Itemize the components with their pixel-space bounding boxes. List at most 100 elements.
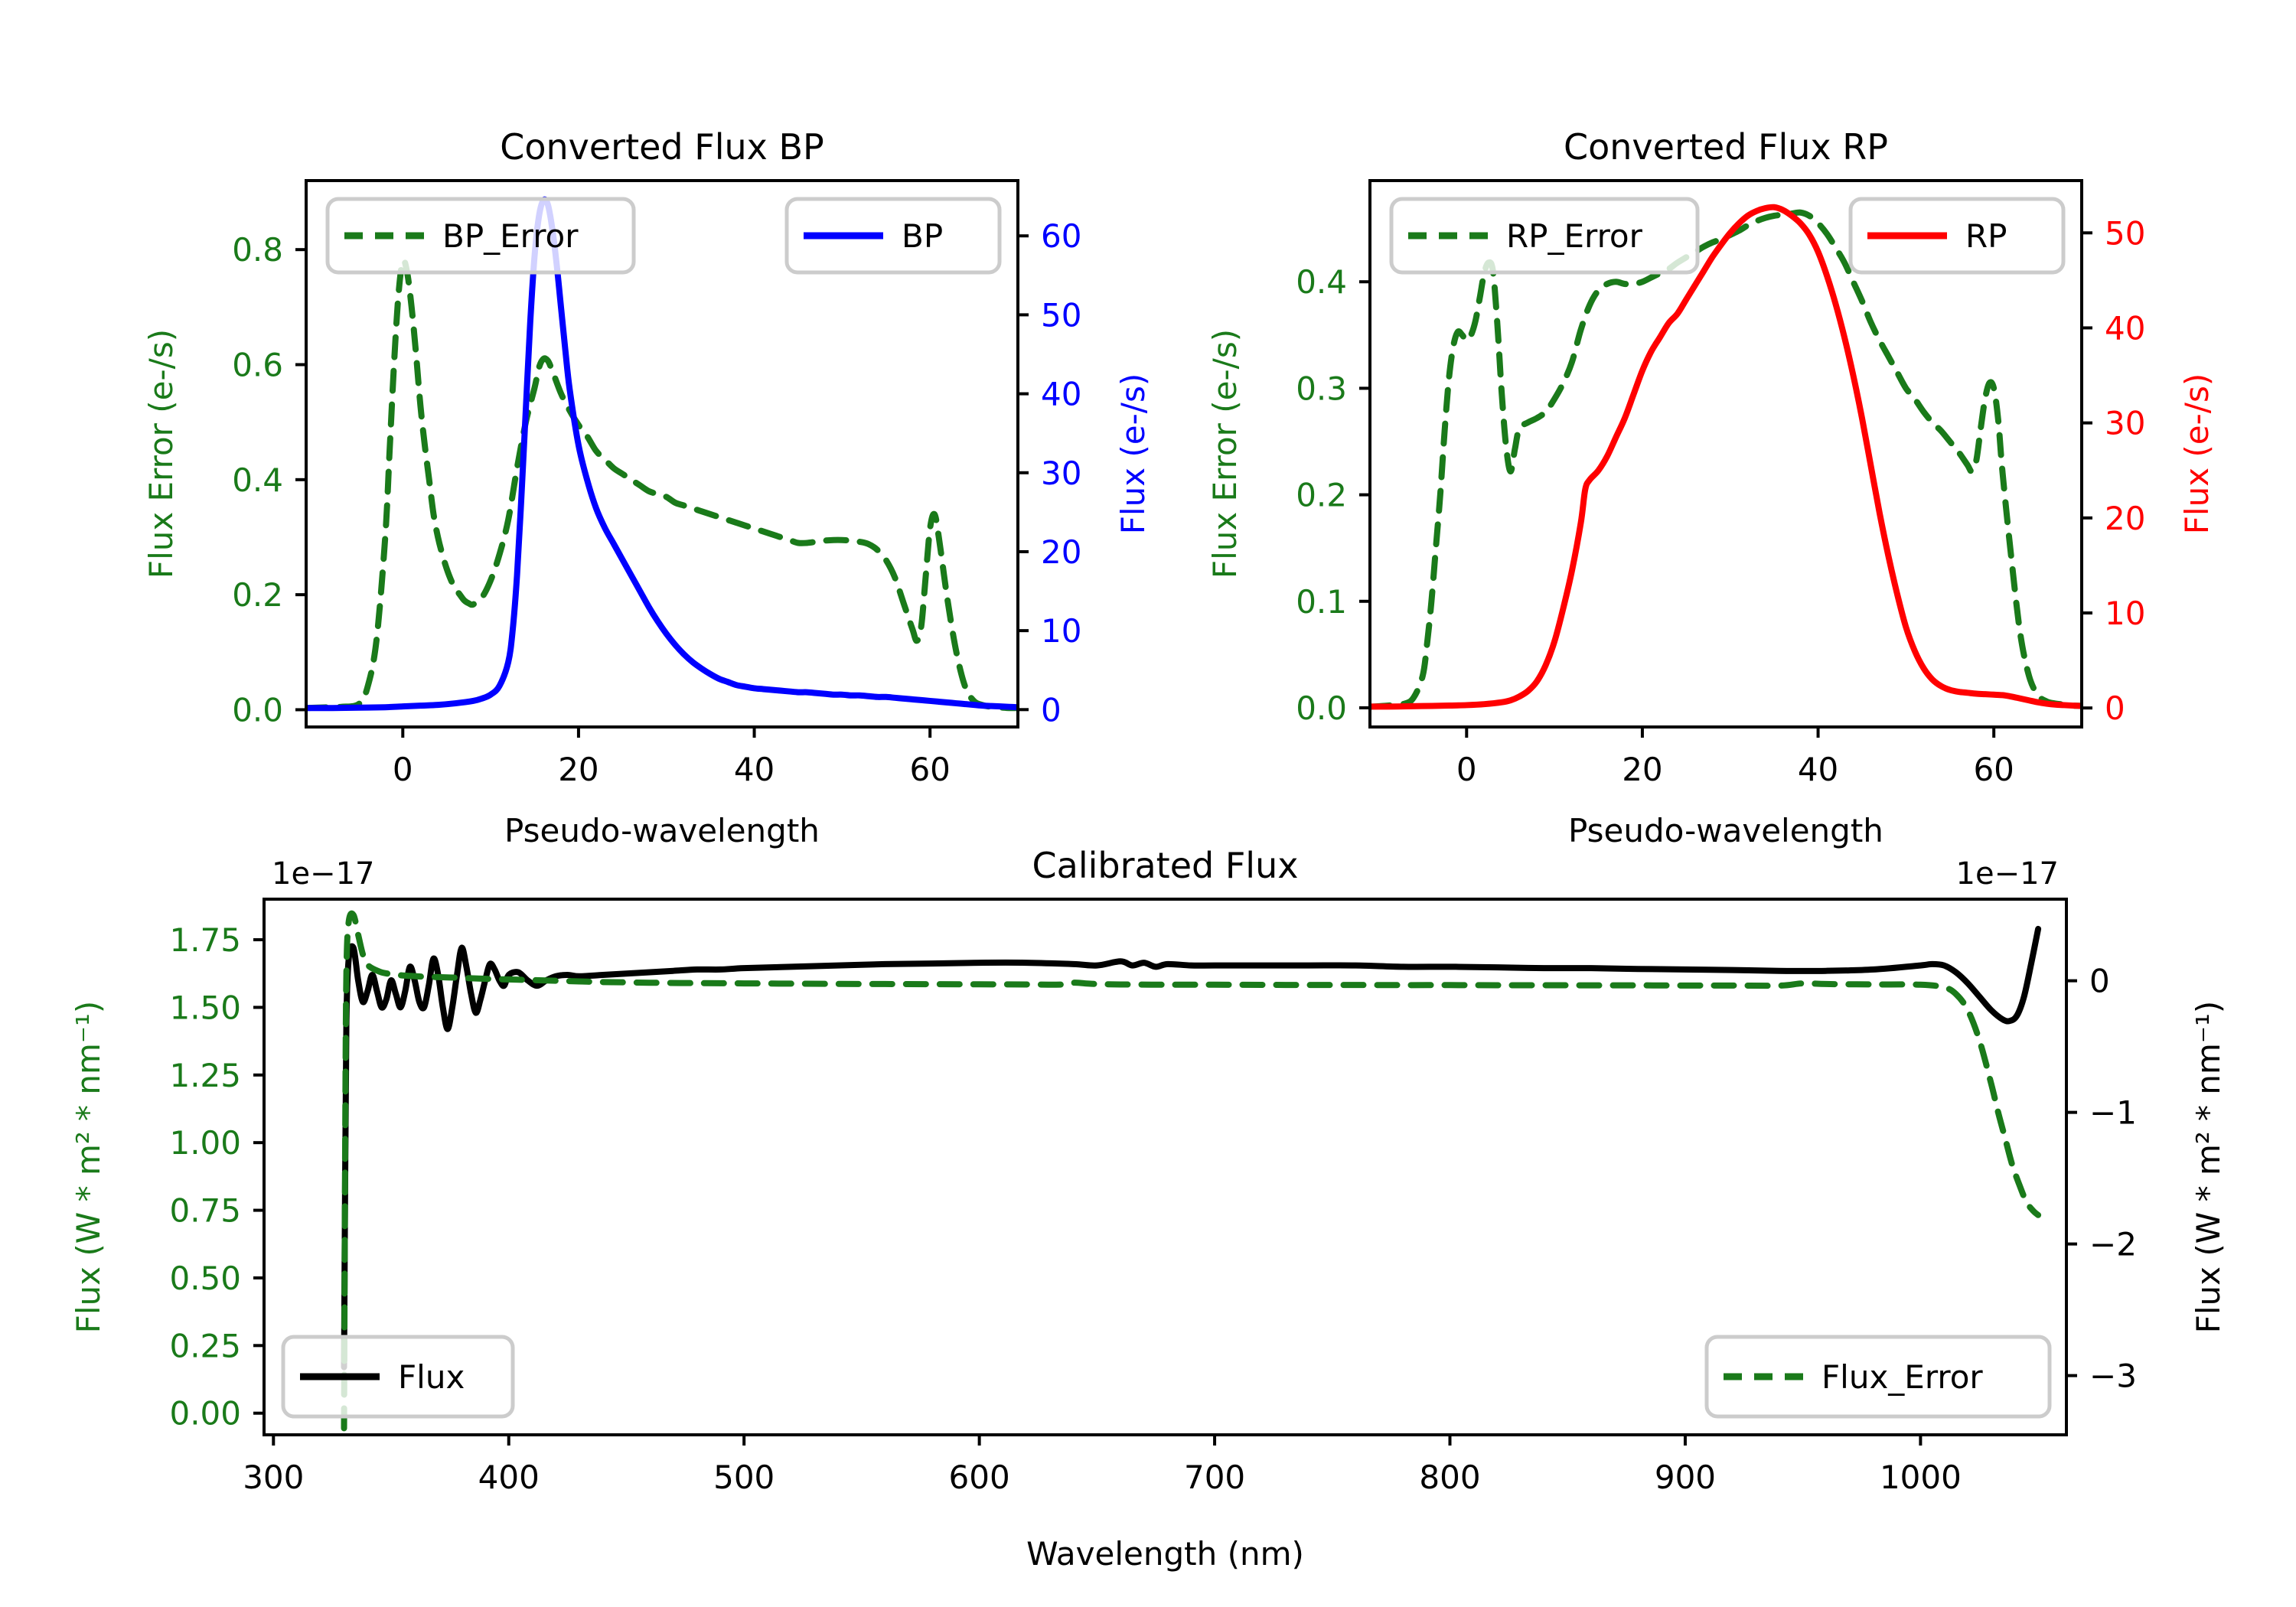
svg-text:0.2: 0.2 [232, 576, 283, 614]
y-offset-right-calibrated: 1e−17 [1956, 856, 2059, 892]
legend-bp-error[interactable]: BP_Error [325, 197, 636, 275]
svg-text:0.25: 0.25 [169, 1327, 241, 1364]
svg-text:0.2: 0.2 [1296, 477, 1347, 514]
svg-text:40: 40 [2105, 309, 2145, 347]
svg-text:600: 600 [949, 1459, 1010, 1496]
y-axis-left-label-calibrated: Flux (W * m² * nm⁻¹) [70, 1001, 107, 1334]
svg-text:0: 0 [2105, 689, 2125, 727]
svg-text:900: 900 [1655, 1459, 1716, 1496]
svg-text:Converted Flux RP: Converted Flux RP [1564, 126, 1888, 168]
x-axis-calibrated: 300 400 500 600 700 800 900 1000 Wavelength (nm) [243, 1435, 1962, 1573]
svg-text:40: 40 [734, 751, 775, 788]
svg-text:700: 700 [1184, 1459, 1245, 1496]
series-rp_error [1370, 209, 2082, 710]
series-bp_error [306, 257, 1018, 712]
svg-text:20: 20 [1041, 533, 1081, 571]
svg-text:−2: −2 [2089, 1226, 2137, 1263]
svg-text:500: 500 [713, 1459, 775, 1496]
line-bp_error [306, 257, 1018, 712]
legend-rp-error[interactable]: RP_Error [1389, 197, 1700, 275]
x-axis-label-bp: Pseudo-wavelength [504, 812, 820, 849]
svg-text:20: 20 [558, 751, 598, 788]
y-axis-left-bp: 0.0 0.2 0.4 0.6 0.8 Flux Error (e-/s) [142, 231, 306, 729]
legend-bp[interactable]: BP [784, 197, 1002, 275]
x-axis-bp: 0 20 40 60 Pseudo-wavelength [393, 727, 951, 849]
svg-text:60: 60 [1973, 751, 2014, 788]
svg-text:0.8: 0.8 [232, 231, 283, 269]
svg-text:800: 800 [1419, 1459, 1480, 1496]
y-axis-right-label-rp: Flux (e-/s) [2178, 373, 2216, 534]
legend-box-flux [281, 1335, 515, 1419]
svg-text:300: 300 [243, 1459, 304, 1496]
plot-frame-calibrated [263, 898, 2068, 1436]
y-axis-right-bp: 0 10 20 30 40 50 60 Flux (e-/s) [1018, 217, 1152, 729]
line-rp_error [1370, 209, 2082, 710]
svg-text:−3: −3 [2089, 1358, 2137, 1395]
panel-rp: Converted Flux RP 0 20 40 60 Pseudo-wavelengt… [1206, 126, 2216, 849]
plot-frame-rp [1368, 179, 2083, 729]
svg-text:0.50: 0.50 [169, 1260, 241, 1297]
svg-text:0.4: 0.4 [232, 461, 283, 499]
y-axis-right-label-bp: Flux (e-/s) [1114, 373, 1152, 534]
svg-text:1000: 1000 [1880, 1459, 1962, 1496]
y-axis-left-label-bp: Flux Error (e-/s) [142, 329, 180, 579]
svg-text:0: 0 [1456, 751, 1477, 788]
panel-bp: Converted Flux BP 0 20 40 60 Pseudo-wavelengt… [142, 126, 1152, 849]
svg-text:10: 10 [1041, 612, 1081, 650]
svg-text:0: 0 [2089, 963, 2110, 1000]
x-axis-label-rp: Pseudo-wavelength [1568, 812, 1883, 849]
line-bp [306, 196, 1018, 712]
svg-text:1.00: 1.00 [169, 1124, 241, 1162]
y-axis-left-calibrated: 0.00 0.25 0.50 0.75 1.00 1.25 1.50 1.75 Flux (W … [70, 921, 264, 1433]
svg-text:1.75: 1.75 [169, 921, 241, 959]
svg-text:10: 10 [2105, 595, 2145, 632]
y-axis-right-calibrated: 0 −1 −2 −3 Flux (W * m² * nm⁻¹) [2066, 963, 2227, 1395]
svg-text:60: 60 [909, 751, 950, 788]
svg-text:40: 40 [1041, 376, 1081, 413]
x-axis-rp: 0 20 40 60 Pseudo-wavelength [1456, 727, 2014, 849]
svg-text:20: 20 [2105, 500, 2145, 537]
panel-calibrated: Calibrated Flux 300 400 500 600 700 800 900 1000… [70, 845, 2227, 1573]
x-axis-label-calibrated: Wavelength (nm) [1026, 1535, 1304, 1573]
legend-label-bp-error: BP_Error [442, 217, 579, 255]
svg-text:400: 400 [478, 1459, 540, 1496]
svg-text:0.00: 0.00 [169, 1395, 241, 1433]
legend-label-rp-error: RP_Error [1506, 217, 1643, 255]
svg-text:0.3: 0.3 [1296, 370, 1347, 407]
series-bp [306, 196, 1018, 712]
svg-text:0.4: 0.4 [1296, 263, 1347, 301]
svg-text:20: 20 [1622, 751, 1662, 788]
svg-text:40: 40 [1798, 751, 1838, 788]
svg-text:Converted Flux BP: Converted Flux BP [500, 126, 824, 168]
legend-label-flux: Flux [398, 1358, 465, 1396]
legend-box-rp [1848, 197, 2066, 275]
svg-text:30: 30 [1041, 455, 1081, 492]
legend-rp[interactable]: RP [1848, 197, 2066, 275]
line-flux [341, 925, 2042, 1371]
series-rp [1370, 204, 2082, 710]
svg-text:0.75: 0.75 [169, 1192, 241, 1230]
y-axis-left-label-rp: Flux Error (e-/s) [1206, 329, 1244, 579]
series-flux [341, 925, 2042, 1371]
legend-box-rp-error [1389, 197, 1700, 275]
legend-label-rp: RP [1965, 217, 2007, 255]
legend-flux[interactable]: Flux [281, 1335, 515, 1419]
svg-text:Calibrated Flux: Calibrated Flux [1032, 845, 1299, 886]
svg-text:0.0: 0.0 [1296, 689, 1347, 727]
svg-text:1.25: 1.25 [169, 1057, 241, 1094]
svg-text:60: 60 [1041, 217, 1081, 255]
y-offset-left-calibrated: 1e−17 [272, 856, 374, 892]
plot-frame-bp [305, 179, 1019, 729]
y-axis-right-label-calibrated: Flux (W * m² * nm⁻¹) [2190, 1001, 2227, 1334]
y-axis-left-rp: 0.0 0.1 0.2 0.3 0.4 Flux Error (e-/s) [1206, 263, 1370, 727]
svg-text:−1: −1 [2089, 1094, 2137, 1132]
svg-text:50: 50 [1041, 296, 1081, 334]
svg-text:0.6: 0.6 [232, 347, 283, 384]
svg-text:0: 0 [1041, 691, 1062, 729]
svg-text:50: 50 [2105, 214, 2145, 252]
svg-text:30: 30 [2105, 405, 2145, 442]
legend-label-flux-error: Flux_Error [1821, 1358, 1983, 1396]
line-flux_error [341, 910, 2042, 1432]
legend-flux-error[interactable]: Flux_Error [1704, 1335, 2052, 1419]
